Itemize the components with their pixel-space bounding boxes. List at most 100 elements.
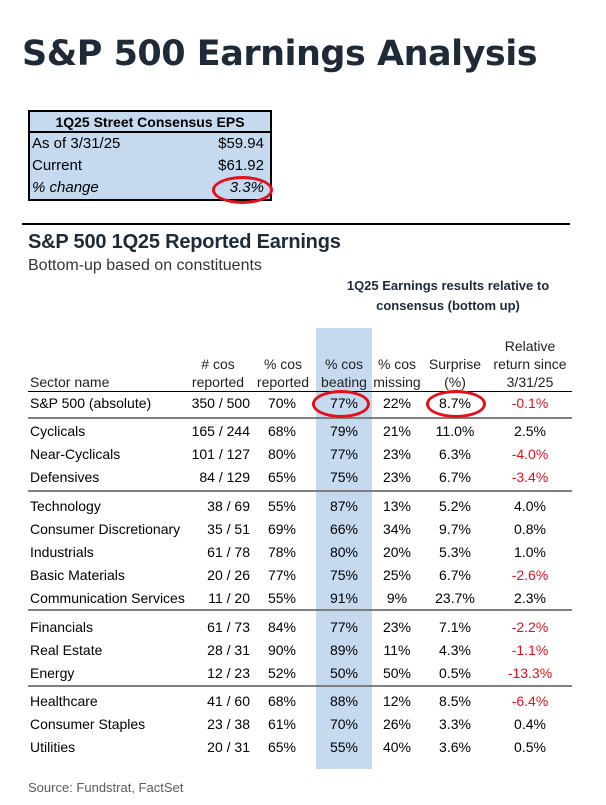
table-row: Healthcare 41 / 60 68% 88% 12% 8.5% -6.4% (0, 690, 606, 713)
cell-relative-return: -4.0% (511, 446, 549, 462)
table-row: Near-Cyclicals 101 / 127 80% 77% 23% 6.3% -4.0… (0, 443, 606, 466)
col-header-pct-reported: % cos reported (256, 356, 310, 390)
cell-pct-beating: 75% (329, 469, 359, 485)
cell-pct-missing: 50% (382, 665, 412, 681)
col-header-sector: Sector name (30, 374, 110, 390)
cell-sector-name: Consumer Discretionary (30, 521, 181, 537)
group-header: 1Q25 Earnings results relative to consen… (346, 278, 550, 313)
table-row: Basic Materials 20 / 26 77% 75% 25% 6.7% -2.6% (0, 564, 606, 587)
cell-pct-beating: 89% (329, 642, 359, 658)
table-row: Communication Services 11 / 20 55% 91% 9% 23.… (0, 587, 606, 610)
cell-pct-reported: 69% (267, 521, 297, 537)
consensus-row-current: Current $61.92 (30, 155, 270, 177)
cell-reported: 84 / 129 (199, 469, 250, 485)
group-separator (28, 609, 572, 611)
cell-sector-name: Consumer Staples (30, 716, 146, 732)
cell-pct-missing: 11% (383, 642, 411, 658)
cell-pct-reported: 65% (267, 739, 297, 755)
consensus-label: Current (32, 157, 83, 174)
cell-relative-return: 1.0% (514, 544, 546, 560)
cell-relative-return: 2.5% (514, 423, 546, 439)
cell-pct-missing: 26% (382, 716, 412, 732)
cell-sector-name: Near-Cyclicals (30, 446, 121, 462)
cell-sector-name: Utilities (30, 739, 76, 755)
cell-surprise: 3.6% (439, 739, 471, 755)
table-row: Defensives 84 / 129 65% 75% 23% 6.7% -3.4% (0, 466, 606, 489)
cell-pct-reported: 70% (267, 395, 297, 411)
cell-relative-return: -6.4% (511, 693, 549, 709)
table-caption: Bottom-up based on constituents (28, 257, 262, 274)
col-header-beating: % cos beating (321, 356, 367, 390)
consensus-value: $59.94 (218, 135, 264, 152)
cell-sector-name: Basic Materials (30, 567, 125, 583)
cell-relative-return: -3.4% (511, 469, 549, 485)
cell-relative-return: -13.3% (507, 665, 553, 681)
cell-surprise: 0.5% (439, 665, 471, 681)
table-row: Financials 61 / 73 84% 77% 23% 7.1% -2.2% (0, 616, 606, 639)
cell-pct-beating: 88% (329, 693, 359, 709)
cell-surprise: 3.3% (439, 716, 471, 732)
cell-pct-reported: 77% (267, 567, 297, 583)
cell-pct-missing: 13% (382, 498, 412, 514)
cell-pct-beating: 79% (329, 423, 359, 439)
cell-relative-return: 2.3% (514, 590, 546, 606)
cell-reported: 38 / 69 (207, 498, 250, 514)
cell-sector-name: Industrials (30, 544, 94, 560)
cell-surprise: 6.3% (439, 446, 471, 462)
cell-pct-reported: 84% (267, 619, 297, 635)
cell-surprise: 9.7% (439, 521, 471, 537)
group-separator (28, 490, 572, 492)
cell-pct-missing: 23% (382, 619, 412, 635)
cell-reported: 35 / 51 (207, 521, 250, 537)
cell-pct-missing: 12% (382, 693, 412, 709)
highlight-circle-beating (312, 390, 370, 418)
cell-sector-name: Healthcare (30, 693, 98, 709)
cell-pct-reported: 80% (267, 446, 297, 462)
group-separator (28, 685, 572, 687)
table-row: Industrials 61 / 78 78% 80% 20% 5.3% 1.0% (0, 541, 606, 564)
cell-pct-missing: 40% (382, 739, 412, 755)
header-rule (28, 391, 572, 392)
consensus-label: As of 3/31/25 (32, 135, 121, 152)
cell-reported: 20 / 31 (207, 739, 250, 755)
cell-reported: 61 / 73 (207, 619, 250, 635)
cell-reported: 23 / 38 (207, 716, 250, 732)
table-row: Consumer Discretionary 35 / 51 69% 66% 34% 9.… (0, 518, 606, 541)
cell-relative-return: -2.2% (511, 619, 549, 635)
cell-reported: 101 / 127 (191, 446, 250, 462)
cell-pct-reported: 55% (267, 498, 297, 514)
cell-surprise: 6.7% (439, 567, 471, 583)
cell-pct-beating: 50% (329, 665, 359, 681)
table-row: Utilities 20 / 31 65% 55% 40% 3.6% 0.5% (0, 736, 606, 759)
group-separator (28, 417, 572, 419)
table-title: S&P 500 1Q25 Reported Earnings (28, 231, 341, 253)
table-row: Consumer Staples 23 / 38 61% 70% 26% 3.3% 0.4% (0, 713, 606, 736)
cell-sector-name: Real Estate (30, 642, 103, 658)
cell-sector-name: Defensives (30, 469, 100, 485)
cell-relative-return: 0.5% (514, 739, 546, 755)
cell-pct-reported: 65% (267, 469, 297, 485)
cell-reported: 12 / 23 (207, 665, 250, 681)
cell-pct-missing: 25% (382, 567, 412, 583)
table-row: Energy 12 / 23 52% 50% 50% 0.5% -13.3% (0, 662, 606, 685)
cell-sector-name: Communication Services (30, 590, 185, 606)
cell-sector-name: Financials (30, 619, 94, 635)
cell-pct-beating: 77% (329, 446, 359, 462)
cell-pct-beating: 55% (329, 739, 359, 755)
col-header-relative: Relative return since 3/31/25 (493, 338, 567, 390)
cell-pct-beating: 80% (329, 544, 359, 560)
cell-reported: 20 / 26 (207, 567, 250, 583)
col-header-surprise: Surprise (%) (428, 356, 482, 390)
cell-pct-reported: 52% (267, 665, 297, 681)
cell-pct-beating: 66% (329, 521, 359, 537)
cell-pct-reported: 55% (267, 590, 297, 606)
table-row: Technology 38 / 69 55% 87% 13% 5.2% 4.0% (0, 495, 606, 518)
cell-pct-beating: 75% (329, 567, 359, 583)
col-header-reported: # cos reported (191, 356, 245, 390)
consensus-eps-box: 1Q25 Street Consensus EPS As of 3/31/25 … (28, 110, 272, 201)
cell-relative-return: 0.8% (514, 521, 546, 537)
cell-surprise: 6.7% (439, 469, 471, 485)
cell-pct-missing: 22% (382, 395, 412, 411)
consensus-eps-heading: 1Q25 Street Consensus EPS (30, 112, 270, 133)
table-row: Cyclicals 165 / 244 68% 79% 21% 11.0% 2.5% (0, 420, 606, 443)
